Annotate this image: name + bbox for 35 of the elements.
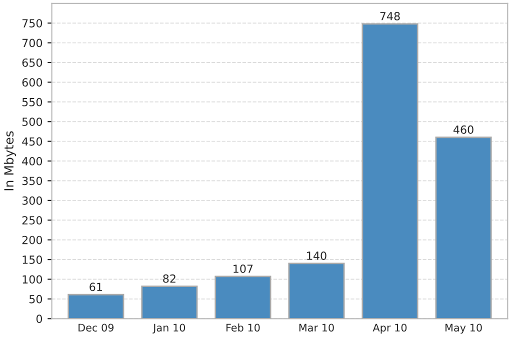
y-tick-label: 100 xyxy=(22,275,42,284)
x-tick-label: Feb 10 xyxy=(226,324,260,332)
y-tick-label: 300 xyxy=(22,196,42,205)
y-tick-label: 0 xyxy=(36,314,42,324)
x-tick-label: Dec 09 xyxy=(78,324,114,332)
y-tick-label: 200 xyxy=(22,236,42,244)
y-axis-title: In Mbytes xyxy=(4,131,16,190)
y-tick-label: 250 xyxy=(22,216,42,225)
x-tick-label: May 10 xyxy=(445,324,482,334)
data-label: 748 xyxy=(380,12,400,20)
y-tick-label: 150 xyxy=(22,256,42,264)
data-label: 107 xyxy=(234,264,253,273)
data-label: 140 xyxy=(307,252,326,260)
x-tick-label: Mar 10 xyxy=(299,324,334,332)
y-tick-label: 450 xyxy=(22,137,42,146)
bar xyxy=(288,262,345,319)
data-label: 61 xyxy=(90,282,102,292)
y-tick-label: 650 xyxy=(22,58,42,67)
bar xyxy=(435,136,492,319)
y-tick-label: 50 xyxy=(29,294,42,304)
bar xyxy=(214,276,272,319)
bar xyxy=(362,23,418,319)
bar xyxy=(68,294,124,319)
bar xyxy=(141,286,198,319)
y-tick-label: 750 xyxy=(22,19,42,28)
y-tick-label: 600 xyxy=(22,78,42,87)
y-tick-label: 550 xyxy=(22,98,42,106)
y-tick-label: 700 xyxy=(22,38,42,48)
y-tick-label: 500 xyxy=(22,118,42,126)
data-label: 460 xyxy=(453,125,474,134)
y-tick-label: 350 xyxy=(22,176,42,186)
x-tick-label: Jan 10 xyxy=(152,324,186,334)
data-label: 82 xyxy=(163,274,176,283)
x-tick-label: Apr 10 xyxy=(372,324,407,334)
y-tick-label: 400 xyxy=(22,157,42,166)
